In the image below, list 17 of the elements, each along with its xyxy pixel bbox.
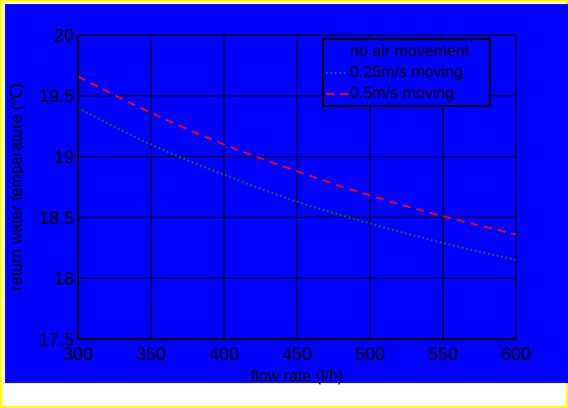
y-tick-label: 19 bbox=[54, 146, 74, 167]
y-tick-label: 19.5 bbox=[38, 86, 74, 106]
x-tick-label: 400 bbox=[208, 344, 240, 364]
x-tick-label: 600 bbox=[500, 344, 532, 364]
x-tick-label: 450 bbox=[282, 344, 312, 364]
y-tick-label: 18.5 bbox=[38, 208, 74, 228]
legend-label: 0.5m/s moving bbox=[350, 84, 454, 102]
y-tick-label: 20 bbox=[54, 25, 74, 46]
x-axis-title: flow rate (l/h) bbox=[250, 368, 344, 385]
y-axis-title: return water temperature (℃) bbox=[8, 83, 26, 291]
x-tick-label: 500 bbox=[354, 344, 386, 364]
text: no air movement bbox=[350, 42, 470, 60]
line-series bbox=[78, 106, 516, 261]
x-tick-label: 550 bbox=[428, 344, 458, 364]
y-tick-label: 18 bbox=[54, 268, 74, 289]
x-tick-label: 350 bbox=[136, 344, 166, 364]
legend-label: 0.25m/s moving bbox=[350, 64, 463, 82]
